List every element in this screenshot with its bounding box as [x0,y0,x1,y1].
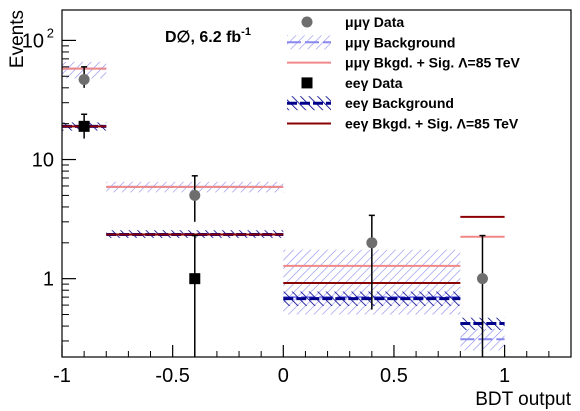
luminosity-annotation: D∅, 6.2 fb-1 [165,26,251,46]
y-tick-label-2: 10 [22,30,44,52]
ee_data-point-1 [189,273,201,285]
annotation-superscript: -1 [241,26,251,38]
plot-frame [61,9,572,358]
legend-label-mumu_data: μμγ Data [345,14,404,30]
legend-label-ee_signal: eeγ Bkgd. + Sig. Λ=85 TeV [345,116,519,132]
mumu_data-point-3 [476,273,488,285]
legend-label-mumu_signal: μμγ Bkgd. + Sig. Λ=85 TeV [345,55,520,71]
annotation-main: D∅, 6.2 fb [165,29,241,46]
y-axis-title: Events [7,10,28,68]
x-tick-label-3: 0.5 [380,365,408,387]
x-axis-title: BDT output [475,389,571,410]
x-tick-label-1: -0.5 [155,365,189,387]
y-tick-label-2-exponent: 2 [47,25,54,40]
ee_data-point-0 [78,120,90,132]
legend-label-ee_data: eeγ Data [345,75,403,91]
mumu_data-point-2 [366,237,378,249]
y-tick-label-1: 10 [32,150,54,172]
legend-label-ee_background: eeγ Background [345,95,454,111]
legend-label-mumu_background: μμγ Background [345,34,455,50]
mumu_data-point-0 [78,73,90,85]
legend-symbol-mumu_data [301,16,313,28]
legend-circle-marker [301,16,313,28]
legend-symbol-ee_background [287,96,331,111]
legend-symbol-ee_data [301,77,313,89]
legend-symbol-mumu_background [287,35,331,50]
y-tick-label-0: 1 [43,269,54,291]
x-tick-label-4: 1 [499,365,510,387]
x-tick-label-0: -1 [53,365,71,387]
mumu_data-point-1 [189,189,201,201]
x-tick-label-2: 0 [278,365,289,387]
legend-square-marker [301,77,313,89]
